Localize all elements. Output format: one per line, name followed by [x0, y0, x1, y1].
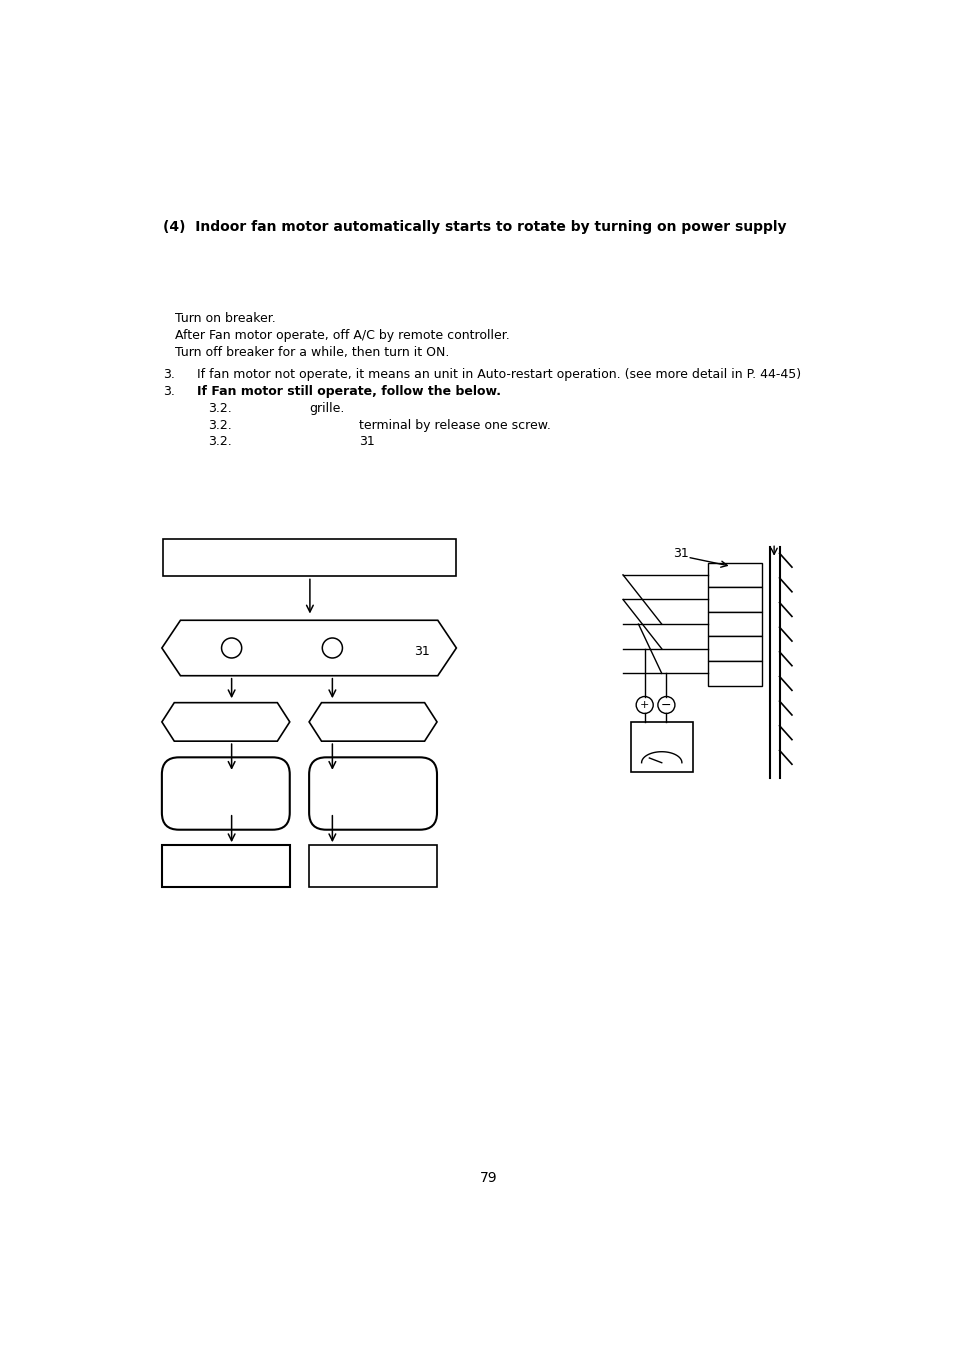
- Text: If fan motor not operate, it means an unit in Auto-restart operation. (see more : If fan motor not operate, it means an un…: [196, 367, 800, 381]
- Text: 3.: 3.: [163, 385, 175, 397]
- Bar: [309, 846, 436, 888]
- Text: Turn off breaker for a while, then turn it ON.: Turn off breaker for a while, then turn …: [174, 346, 449, 359]
- Bar: [707, 661, 761, 686]
- Text: 79: 79: [479, 1171, 497, 1185]
- Bar: [707, 612, 761, 636]
- Text: (4)  Indoor fan motor automatically starts to rotate by turning on power supply: (4) Indoor fan motor automatically start…: [163, 220, 786, 234]
- Polygon shape: [162, 703, 290, 742]
- Polygon shape: [162, 620, 456, 676]
- Text: grille.: grille.: [309, 401, 344, 415]
- Bar: [707, 636, 761, 661]
- Text: 3.2.: 3.2.: [208, 419, 232, 431]
- Text: 3.2.: 3.2.: [208, 401, 232, 415]
- Text: 3.: 3.: [163, 367, 175, 381]
- Circle shape: [658, 697, 674, 713]
- Bar: [162, 846, 290, 888]
- FancyBboxPatch shape: [309, 758, 436, 830]
- Text: +: +: [639, 700, 649, 711]
- Bar: [707, 562, 761, 588]
- Text: 31: 31: [414, 646, 429, 658]
- Text: 3.2.: 3.2.: [208, 435, 232, 449]
- Text: After Fan motor operate, off A/C by remote controller.: After Fan motor operate, off A/C by remo…: [174, 330, 509, 342]
- Text: If Fan motor still operate, follow the below.: If Fan motor still operate, follow the b…: [196, 385, 500, 397]
- Text: terminal by release one screw.: terminal by release one screw.: [359, 419, 551, 431]
- Circle shape: [221, 638, 241, 658]
- Bar: [630, 721, 692, 771]
- Text: 31: 31: [359, 435, 375, 449]
- Polygon shape: [309, 703, 436, 742]
- Text: Turn on breaker.: Turn on breaker.: [174, 312, 275, 326]
- Text: −: −: [660, 698, 671, 712]
- Circle shape: [636, 697, 653, 713]
- Bar: [707, 588, 761, 612]
- Bar: [163, 539, 456, 577]
- Circle shape: [322, 638, 342, 658]
- Text: 31: 31: [673, 547, 688, 559]
- FancyBboxPatch shape: [162, 758, 290, 830]
